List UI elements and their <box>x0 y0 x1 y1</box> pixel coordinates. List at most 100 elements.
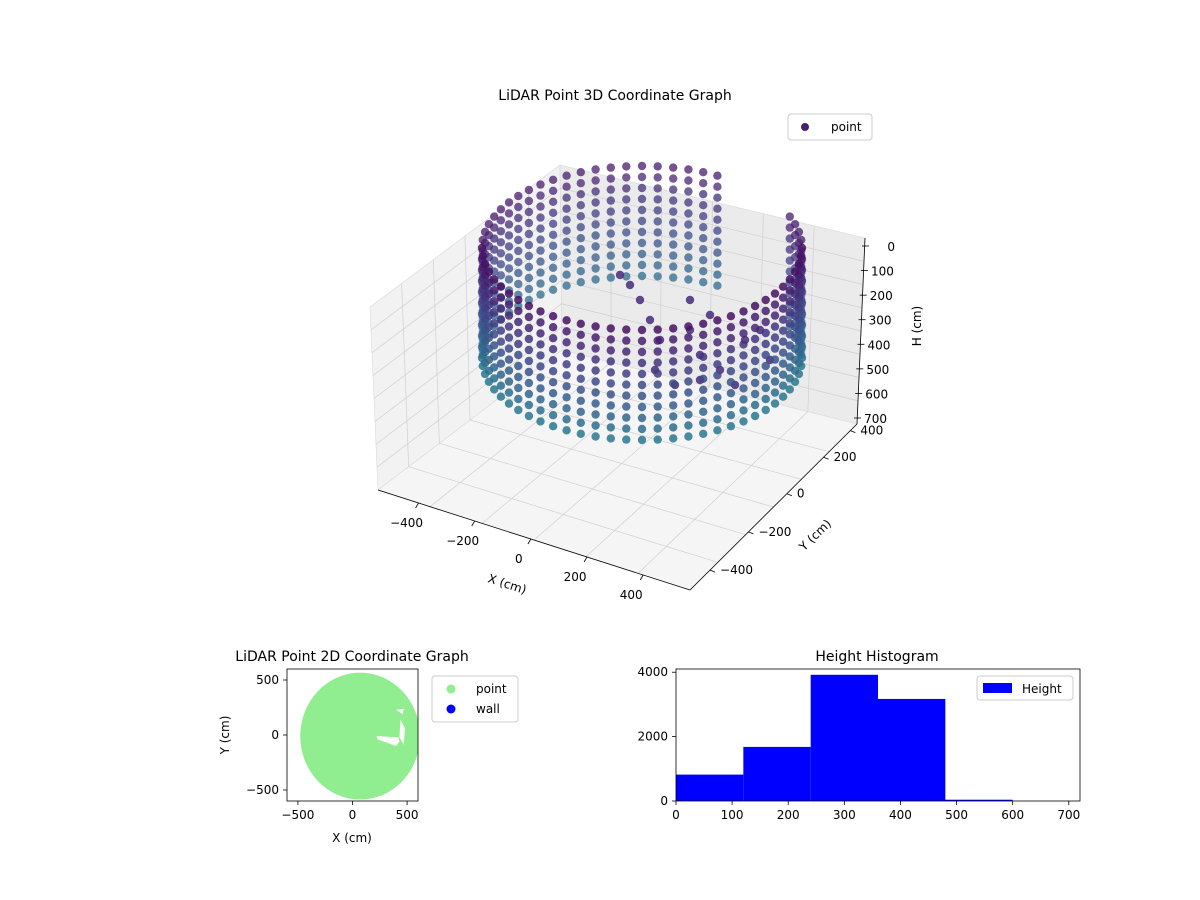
lidar-point-3d <box>514 306 523 316</box>
lidar-point-3d <box>645 315 655 325</box>
lidar-point-3d <box>576 429 585 438</box>
lidar-point-3d <box>653 424 662 433</box>
lidar-point-3d <box>653 272 662 281</box>
lidar-point-3d <box>591 410 600 419</box>
lidar-point-3d <box>524 262 534 272</box>
lidar-point-3d <box>591 176 600 185</box>
lidar-point-3d <box>514 328 523 338</box>
lidar-point-3d <box>562 415 571 424</box>
lidar-point-3d <box>504 275 514 284</box>
lidar-point-3d <box>536 384 545 393</box>
lidar-point-3d <box>524 207 534 217</box>
lidar-point-3d <box>653 347 662 356</box>
lidar-point-3d <box>622 369 631 378</box>
lidar-point-3d <box>562 193 571 202</box>
lidar-point-3d <box>699 429 708 438</box>
lidar-point-3d <box>536 307 545 316</box>
lidar-point-3d <box>770 377 780 386</box>
lidar-point-3d <box>514 224 523 234</box>
lidar-point-3d <box>739 384 748 393</box>
lidar-point-3d <box>591 264 600 273</box>
ticks-2d: −500 0 500 500 0 −500 <box>246 673 419 822</box>
lidar-point-3d <box>750 334 760 344</box>
lidar-point-3d <box>653 391 662 400</box>
lidar-point-3d <box>637 271 647 281</box>
lidar-point-3d <box>750 345 760 355</box>
legend-2d-marker-wall <box>446 704 456 714</box>
lidar-point-3d <box>713 270 722 279</box>
lidar-point-3d <box>669 229 678 238</box>
lidar-point-3d <box>514 394 523 404</box>
y-tick-label-3d: −200 <box>758 525 791 539</box>
lidar-point-3d <box>713 237 722 246</box>
lidar-point-3d <box>669 273 678 282</box>
lidar-point-3d <box>713 204 722 213</box>
lidar-point-3d <box>490 275 499 284</box>
lidar-point-3d <box>514 317 523 327</box>
lidar-point-3d <box>622 261 631 270</box>
lidar-point-3d <box>669 218 678 227</box>
x-tick-label-3d: 400 <box>620 588 643 602</box>
lidar-point-3d <box>524 273 534 283</box>
histogram-bar <box>676 774 744 801</box>
lidar-point-3d <box>591 377 600 386</box>
lidar-point-3d <box>778 348 788 357</box>
lidar-point-3d <box>699 385 708 394</box>
lidar-point-3d <box>794 227 804 237</box>
lidar-point-3d <box>726 400 736 409</box>
lidar-point-3d <box>615 270 625 280</box>
lidar-point-3d <box>669 335 678 344</box>
lidar-point-3d <box>685 295 695 305</box>
lidar-point-3d <box>699 319 708 328</box>
lidar-point-3d <box>785 319 794 328</box>
lidar-point-3d <box>606 423 615 432</box>
lidar-point-3d <box>524 312 534 322</box>
lidar-point-3d <box>524 229 534 239</box>
lidar-point-3d <box>524 295 534 305</box>
x-tick-label-3d: 200 <box>564 570 587 584</box>
lidar-point-3d <box>562 404 571 413</box>
lidar-point-3d <box>669 401 678 410</box>
lidar-point-3d <box>496 293 506 302</box>
x-tick-3d <box>471 520 476 527</box>
lidar-point-3d <box>576 278 585 287</box>
legend-histogram: Height <box>976 675 1074 701</box>
lidar-point-3d <box>606 262 615 271</box>
lidar-point-3d <box>536 191 545 200</box>
lidar-point-3d <box>576 374 585 383</box>
lidar-point-3d <box>713 382 722 391</box>
lidar-point-3d <box>480 259 490 269</box>
lidar-point-3d <box>496 348 506 357</box>
lidar-point-3d <box>496 381 506 390</box>
lidar-point-3d <box>548 312 558 321</box>
lidar-point-3d <box>669 423 678 432</box>
lidar-point-3d <box>750 301 760 311</box>
y-tick-label-3d: 200 <box>834 450 857 464</box>
lidar-point-3d <box>699 407 708 416</box>
lidar-point-3d <box>524 251 534 261</box>
lidar-point-3d <box>591 253 600 262</box>
lidar-point-3d <box>576 212 585 221</box>
lidar-point-3d <box>684 253 693 262</box>
lidar-point-3d <box>606 207 615 216</box>
lidar-point-3d <box>591 209 600 218</box>
lidar-point-3d <box>778 370 788 379</box>
lidar-point-3d <box>548 345 558 354</box>
lidar-point-3d <box>669 390 678 399</box>
z-tick-label-3d: 600 <box>865 387 888 401</box>
lidar-point-3d <box>514 295 523 305</box>
x-tick-label-3d: 0 <box>515 552 523 566</box>
lidar-point-3d <box>536 246 545 255</box>
legend-histogram-swatch <box>983 683 1012 693</box>
z-axis-line <box>856 237 866 425</box>
lidar-point-3d <box>562 248 571 257</box>
lidar-point-3d <box>524 284 534 294</box>
lidar-point-3d <box>548 197 558 206</box>
lidar-point-3d <box>750 312 760 322</box>
lidar-point-3d <box>713 415 722 424</box>
lidar-point-3d <box>562 316 571 325</box>
lidar-point-3d <box>797 251 806 261</box>
lidar-point-3d <box>739 329 748 338</box>
lidar-point-3d <box>591 220 600 229</box>
lidar-point-3d <box>770 333 780 342</box>
